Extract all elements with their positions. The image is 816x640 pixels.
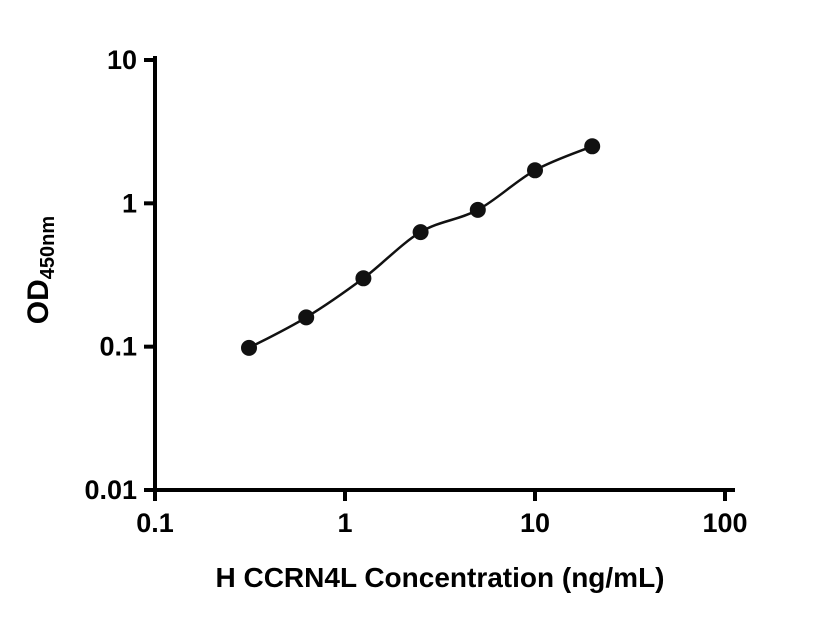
axis-titles: H CCRN4L Concentration (ng/mL) OD450nm: [22, 216, 665, 593]
axis-lines: [153, 56, 735, 492]
y-tick-label: 0.01: [84, 475, 137, 505]
axes: [153, 56, 735, 492]
data-point-marker: [412, 224, 429, 241]
y-axis-title: OD450nm: [22, 216, 59, 324]
x-axis-title: H CCRN4L Concentration (ng/mL): [215, 562, 664, 593]
data-point-marker: [355, 270, 372, 287]
data-point-marker: [241, 339, 257, 356]
data-point-marker: [527, 162, 543, 179]
data-point-marker: [584, 138, 601, 155]
y-tick-label: 10: [107, 45, 137, 75]
y-axis-title-main: OD: [22, 279, 55, 324]
x-tick-label: 0.1: [136, 508, 174, 538]
y-axis-title-subscript: 450nm: [37, 216, 59, 279]
tick-marks: [144, 58, 727, 501]
y-tick-label: 0.1: [99, 332, 137, 362]
x-tick-label: 100: [702, 508, 747, 538]
data-points: [241, 138, 601, 356]
data-point-marker: [469, 201, 486, 218]
data-point-marker: [298, 309, 315, 326]
x-tick-label: 1: [337, 508, 352, 538]
x-tick-label: 10: [520, 508, 550, 538]
y-tick-label: 1: [122, 188, 137, 218]
